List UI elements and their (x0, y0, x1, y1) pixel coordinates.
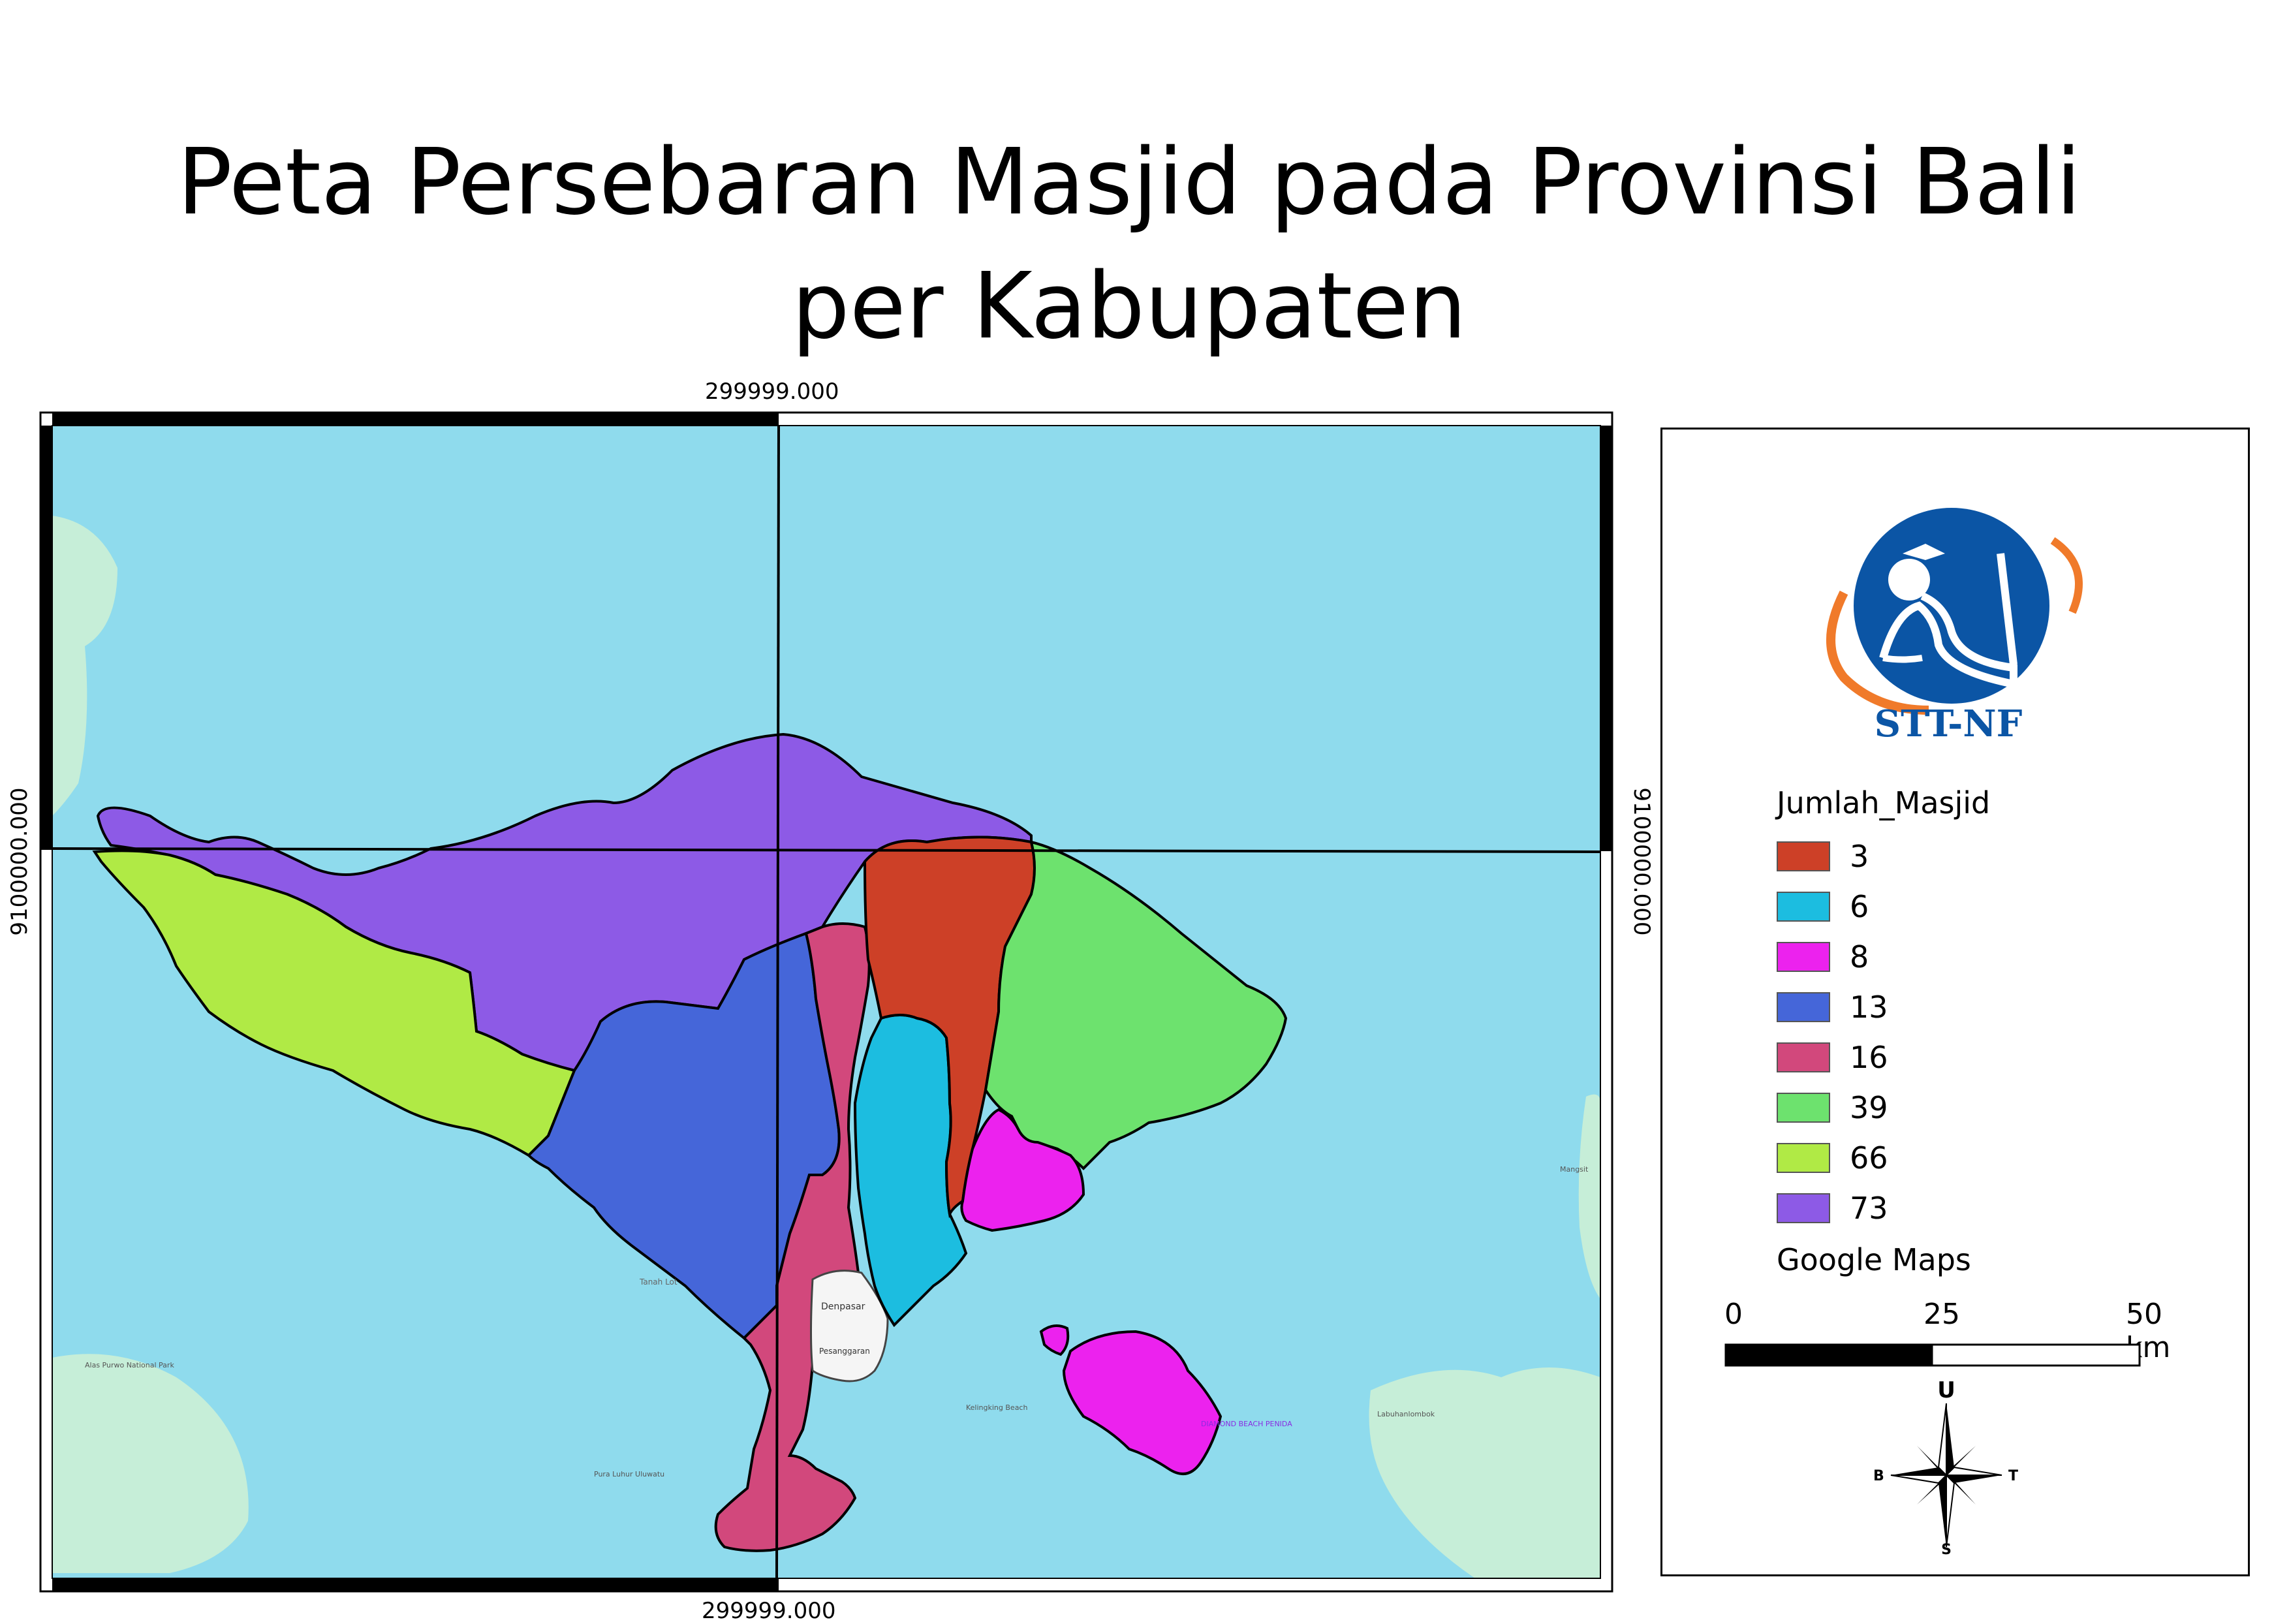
place-label-denpasar: Denpasar (821, 1302, 865, 1312)
region-nusa-penida[interactable] (1062, 1330, 1222, 1475)
legend-item-66: 66 (1777, 1132, 1888, 1183)
region-klungkung[interactable] (960, 1108, 1085, 1232)
legend-label: 8 (1850, 939, 1869, 975)
land-lombok-west (1578, 1094, 1600, 1299)
grid-y-label-right: 9100000.000 (1628, 787, 1655, 936)
compass-east-label: T (2008, 1468, 2018, 1484)
frame-bar-right (1600, 426, 1612, 851)
frame-bar-bottom (52, 1578, 779, 1591)
region-karangasem[interactable] (984, 840, 1288, 1170)
basemap-label: Google Maps (1777, 1242, 1971, 1277)
map-title-line-1: Peta Persebaran Masjid pada Provinsi Bal… (177, 129, 2081, 236)
legend-item-73: 73 (1777, 1183, 1888, 1233)
scale-label-0: 0 (1724, 1298, 1743, 1331)
grid-line-horizontal (52, 847, 1601, 853)
place-label-diamond-beach: DIAMOND BEACH PENIDA (1201, 1420, 1292, 1428)
compass-south-label: S (1941, 1542, 1952, 1555)
place-label-alas-purwo: Alas Purwo National Park (85, 1361, 174, 1369)
place-label-tanah-lot: Tanah Lot (639, 1277, 677, 1287)
legend-swatch (1777, 1193, 1830, 1223)
legend-label: 73 (1850, 1190, 1888, 1226)
scale-label-25: 25 (1923, 1298, 1960, 1331)
map-frame[interactable]: Denpasar Pesanggaran Tanah Lot Alas Purw… (39, 411, 1613, 1593)
scale-bar: 0 25 50 km (1724, 1298, 2194, 1402)
land-lombok-south (1369, 1367, 1600, 1578)
frame-bar-left (40, 426, 52, 850)
legend-item-13: 13 (1777, 982, 1888, 1032)
grid-line-vertical (775, 425, 780, 1579)
legend-title: Jumlah_Masjid (1777, 785, 1991, 820)
stt-nf-logo: STT-NF (1826, 508, 2083, 743)
grid-x-label-top: 299999.000 (705, 379, 839, 405)
legend-swatch (1777, 1142, 1830, 1173)
legend-item-39: 39 (1777, 1082, 1888, 1132)
legend-label: 66 (1850, 1140, 1888, 1176)
land-java-south (52, 1354, 249, 1573)
legend-items: 3 6 8 13 16 39 66 73 (1777, 831, 1888, 1233)
legend-panel: STT-NF Jumlah_Masjid 3 6 8 13 16 39 (1660, 428, 2250, 1576)
place-label-mangsit: Mangsit (1560, 1165, 1589, 1174)
legend-item-3: 3 (1777, 831, 1888, 881)
map-title: Peta Persebaran Masjid pada Provinsi Bal… (0, 121, 2258, 369)
grid-x-label-bottom: 299999.000 (702, 1598, 836, 1624)
map-inner-border (52, 425, 1601, 1579)
legend-item-8: 8 (1777, 931, 1888, 982)
grid-y-label-left: 9100000.000 (7, 787, 33, 936)
compass-west-label: B (1873, 1468, 1884, 1484)
north-arrow-icon: U S B T (1873, 1379, 2018, 1555)
region-denpasar[interactable] (810, 1270, 889, 1382)
region-nusa-lembongan[interactable] (1039, 1324, 1070, 1356)
legend-swatch (1777, 1042, 1830, 1072)
place-label-pesanggaran: Pesanggaran (819, 1347, 870, 1356)
legend-item-6: 6 (1777, 881, 1888, 931)
legend-swatch (1777, 992, 1830, 1022)
place-label-kelingking: Kelingking Beach (966, 1403, 1027, 1412)
legend-label: 3 (1850, 838, 1869, 874)
place-label-uluwatu: Pura Luhur Uluwatu (594, 1470, 664, 1478)
compass-north-label: U (1937, 1379, 1955, 1403)
scale-bar-graphic (1724, 1343, 2141, 1367)
legend-label: 39 (1850, 1089, 1888, 1125)
logo-text: STT-NF (1875, 702, 2023, 743)
map-canvas[interactable]: Denpasar Pesanggaran Tanah Lot Alas Purw… (39, 411, 1613, 1593)
frame-bar-top (52, 413, 779, 426)
legend-label: 6 (1850, 888, 1869, 924)
land-java-north (52, 516, 117, 816)
legend-item-16: 16 (1777, 1032, 1888, 1082)
legend-swatch (1777, 941, 1830, 972)
region-badung[interactable] (714, 922, 871, 1552)
legend-swatch (1777, 891, 1830, 922)
place-label-labuhan: Labuhanlombok (1377, 1410, 1435, 1418)
legend-label: 16 (1850, 1039, 1888, 1075)
legend-label: 13 (1850, 989, 1888, 1025)
map-frame-border (39, 411, 1613, 1593)
legend-swatch (1777, 841, 1830, 871)
legend-swatch (1777, 1092, 1830, 1123)
map-title-line-2: per Kabupaten (791, 253, 1467, 360)
